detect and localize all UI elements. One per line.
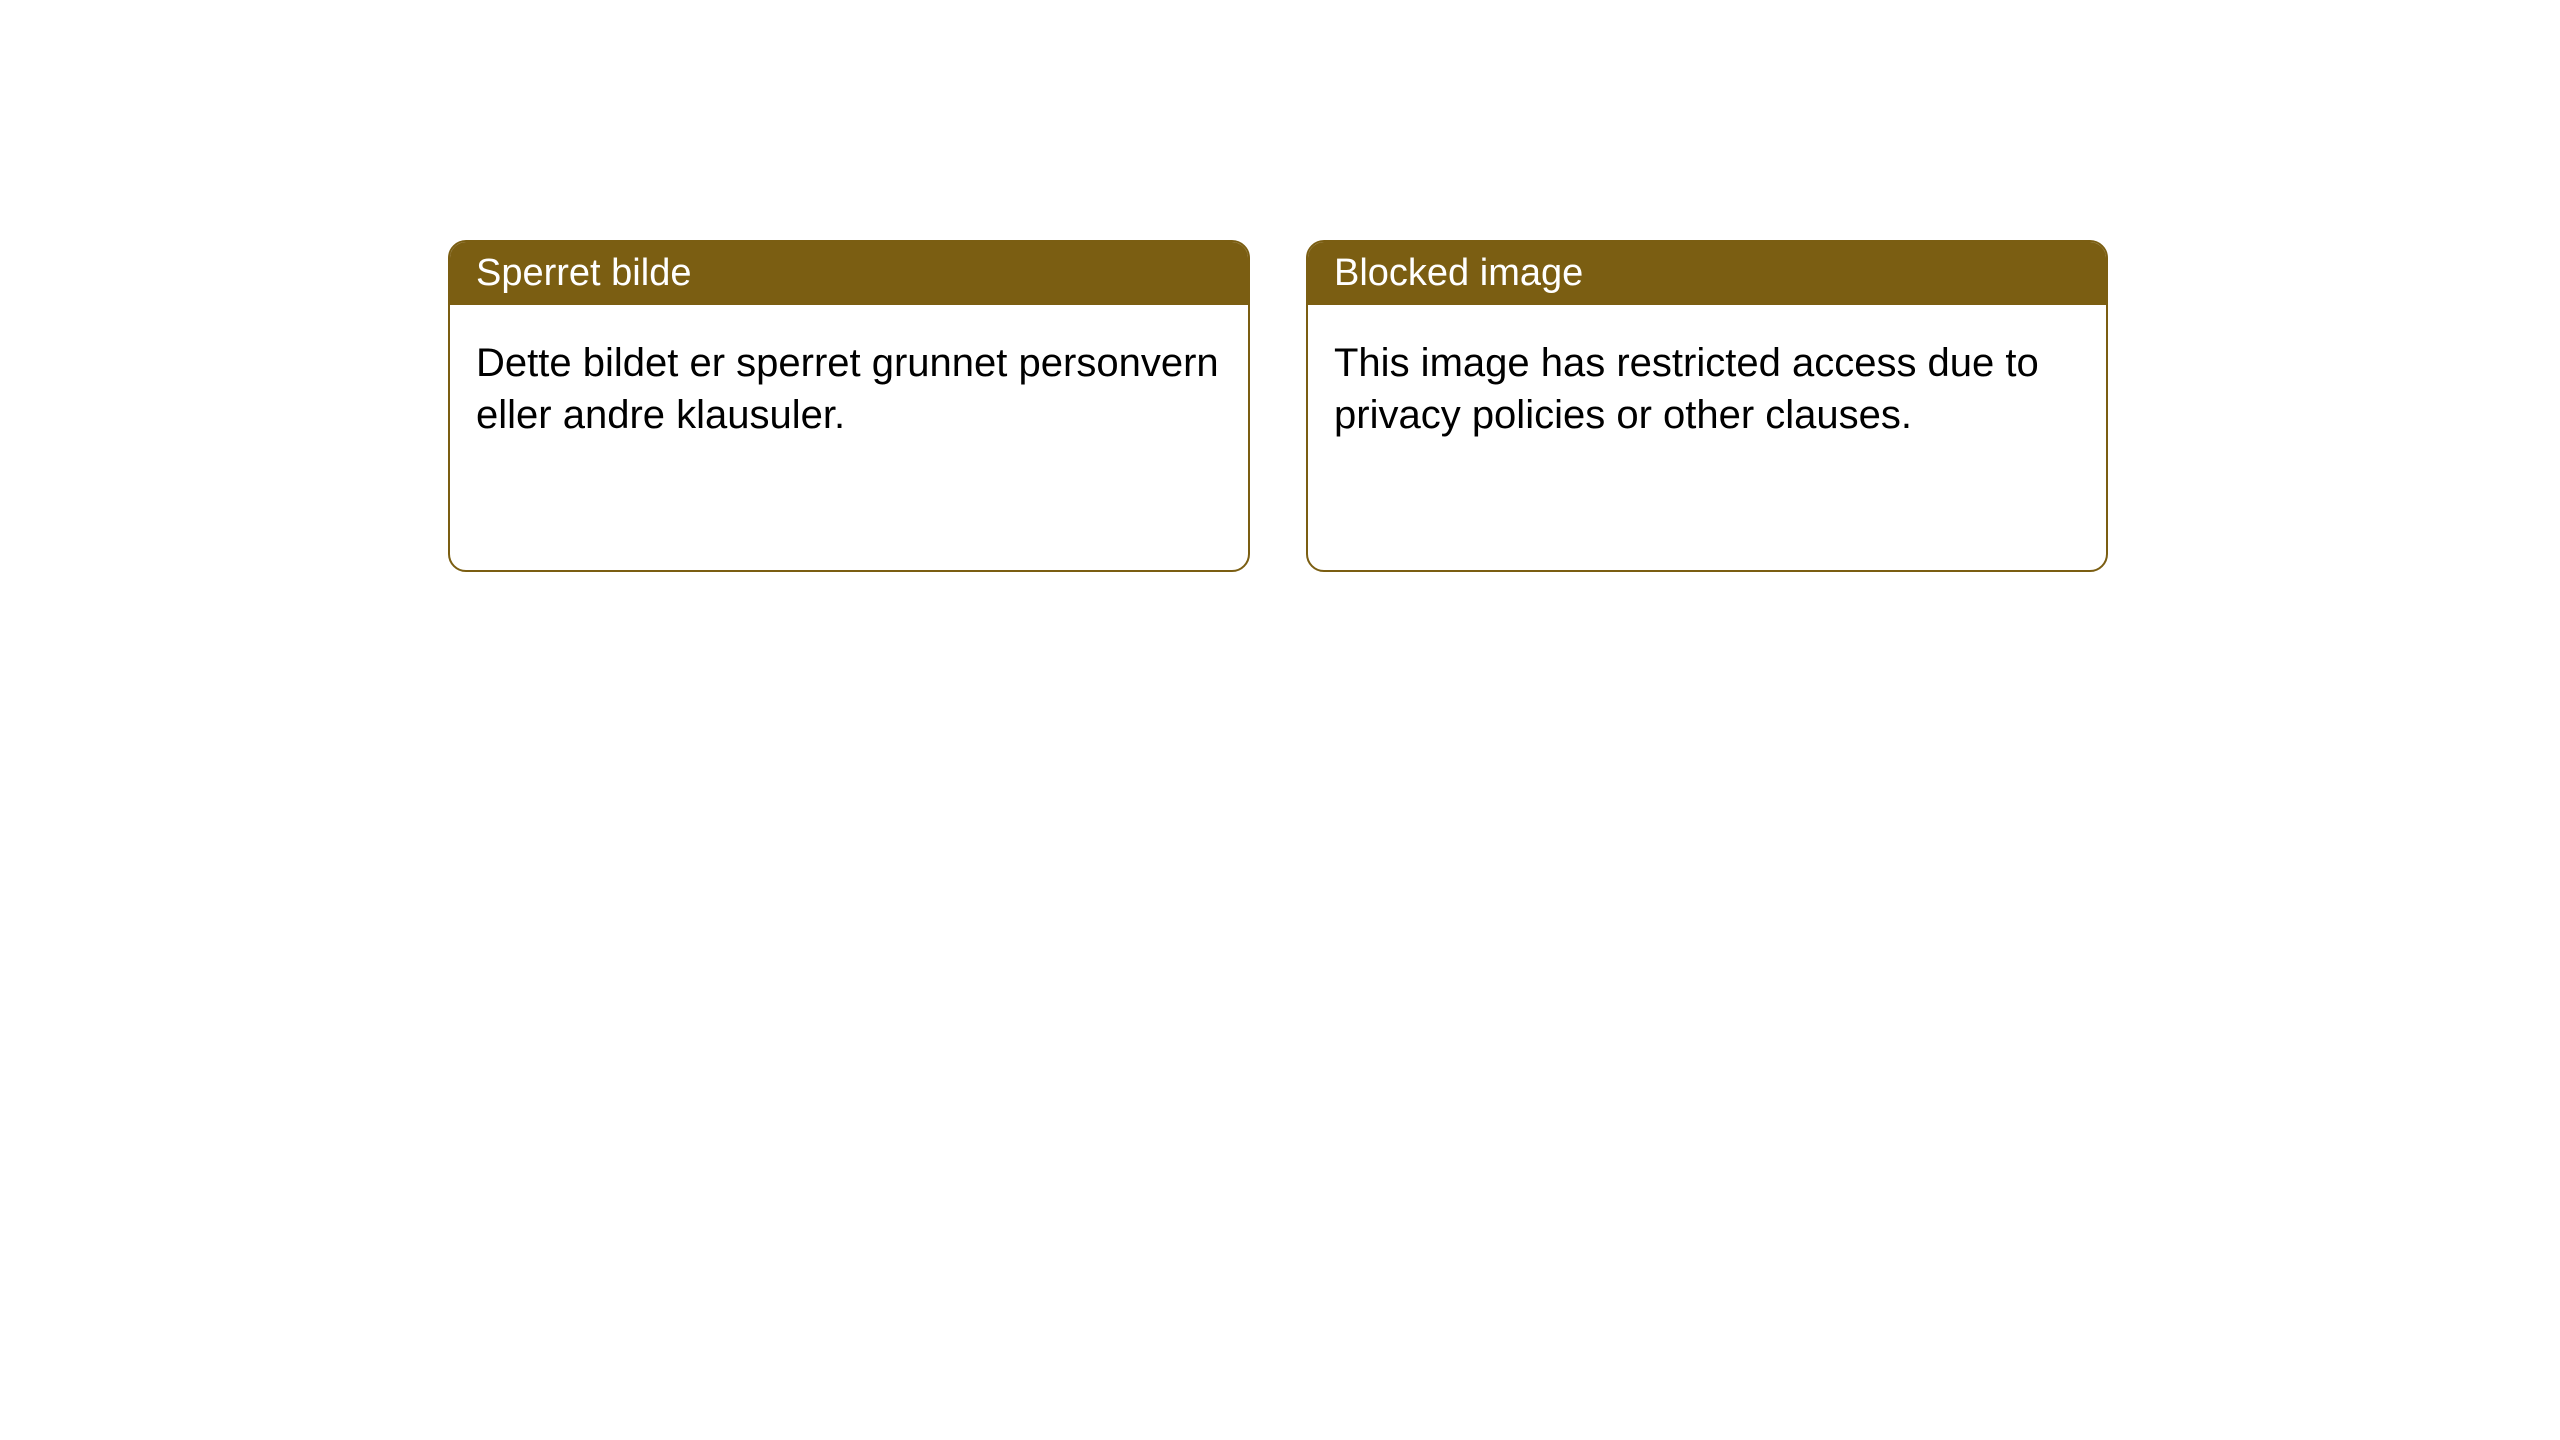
- notice-card-english: Blocked image This image has restricted …: [1306, 240, 2108, 572]
- notice-card-norwegian: Sperret bilde Dette bildet er sperret gr…: [448, 240, 1250, 572]
- notice-header: Blocked image: [1308, 242, 2106, 305]
- notice-title: Sperret bilde: [476, 252, 691, 294]
- notice-body-text: Dette bildet er sperret grunnet personve…: [476, 341, 1219, 437]
- notice-body: This image has restricted access due to …: [1308, 305, 2106, 473]
- notice-container: Sperret bilde Dette bildet er sperret gr…: [0, 0, 2560, 572]
- notice-title: Blocked image: [1334, 252, 1583, 294]
- notice-header: Sperret bilde: [450, 242, 1248, 305]
- notice-body: Dette bildet er sperret grunnet personve…: [450, 305, 1248, 473]
- notice-body-text: This image has restricted access due to …: [1334, 341, 2039, 437]
